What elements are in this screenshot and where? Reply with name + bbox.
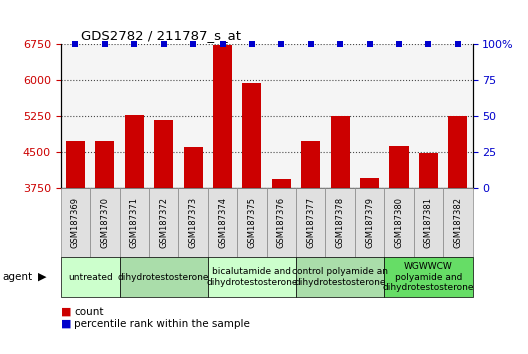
Bar [213,45,232,188]
Text: GSM187378: GSM187378 [336,196,345,248]
Text: count: count [74,307,103,316]
Bar [242,84,261,188]
Bar [360,178,379,188]
Text: GSM187377: GSM187377 [306,196,315,248]
Bar [390,146,409,188]
Text: ■: ■ [61,307,71,316]
Bar [272,179,291,188]
Bar [154,120,173,188]
Bar [184,147,203,188]
Text: ■: ■ [61,319,71,329]
Text: bicalutamide and
dihydrotestosterone: bicalutamide and dihydrotestosterone [206,267,298,287]
Text: WGWWCW
polyamide and
dihydrotestosterone: WGWWCW polyamide and dihydrotestosterone [383,262,474,292]
Text: GSM187370: GSM187370 [100,196,109,248]
Text: GSM187375: GSM187375 [248,196,257,248]
Bar [448,116,467,188]
Bar [95,141,115,188]
Text: GSM187382: GSM187382 [454,196,463,248]
Text: GDS2782 / 211787_s_at: GDS2782 / 211787_s_at [81,29,241,42]
Bar [331,116,350,188]
Text: GSM187374: GSM187374 [218,196,227,248]
Text: untreated: untreated [68,273,112,281]
Bar [301,141,320,188]
Bar [66,141,85,188]
Text: control polyamide an
dihydrotestosterone: control polyamide an dihydrotestosterone [292,267,388,287]
Text: dihydrotestosterone: dihydrotestosterone [118,273,210,281]
Text: GSM187376: GSM187376 [277,196,286,248]
Text: GSM187373: GSM187373 [188,196,197,248]
Text: ▶: ▶ [38,272,46,282]
Text: GSM187372: GSM187372 [159,196,168,248]
Text: GSM187379: GSM187379 [365,196,374,248]
Bar [125,114,144,188]
Text: GSM187380: GSM187380 [394,196,403,248]
Bar [419,153,438,188]
Text: GSM187369: GSM187369 [71,196,80,248]
Text: percentile rank within the sample: percentile rank within the sample [74,319,250,329]
Text: agent: agent [3,272,33,282]
Text: GSM187381: GSM187381 [424,196,433,248]
Text: GSM187371: GSM187371 [130,196,139,248]
